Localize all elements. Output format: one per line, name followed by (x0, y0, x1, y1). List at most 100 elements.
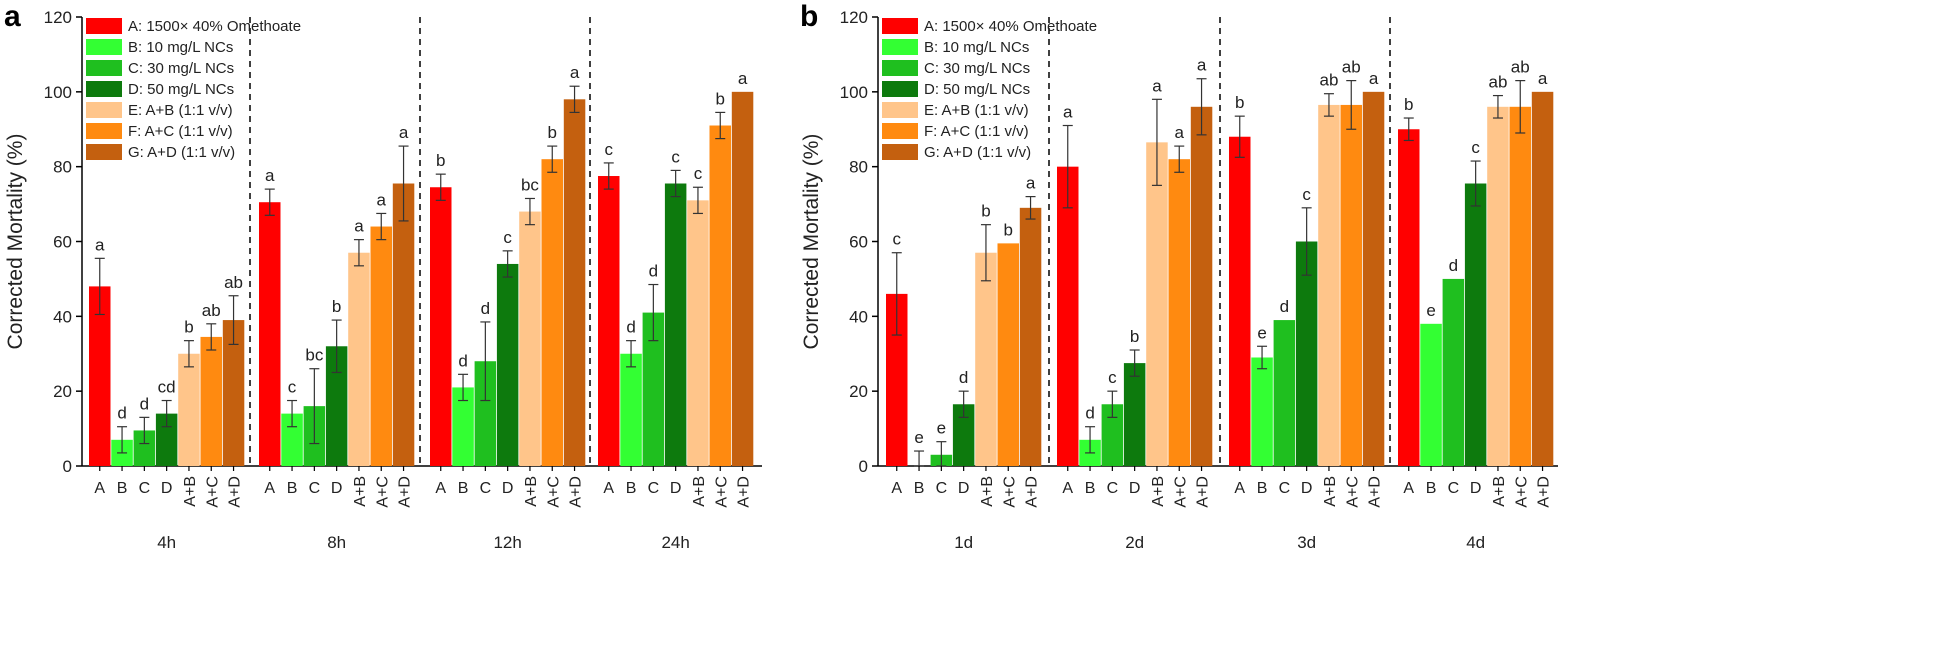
category-label: B (626, 480, 637, 497)
panel-letter: a (4, 0, 21, 33)
y-tick-label: 80 (849, 158, 868, 177)
bar-12h-A+D (563, 99, 586, 467)
bar-24h-B (620, 353, 642, 466)
significance-label: c (1302, 185, 1311, 204)
bar-12h-A (430, 187, 452, 466)
category-label: C (309, 480, 321, 497)
bar-12h-C (474, 361, 497, 466)
category-label: A (264, 480, 275, 497)
significance-label: ab (224, 273, 243, 292)
bar-3d-D (1295, 241, 1318, 466)
bar-4d-A (1398, 129, 1420, 466)
category-label: C (139, 480, 151, 497)
significance-label: c (1108, 368, 1117, 387)
bar-2d-A+D (1190, 106, 1213, 467)
legend-swatch (882, 123, 918, 139)
category-label: A (435, 480, 446, 497)
category-label: C (480, 480, 492, 497)
category-label: A+B (1322, 476, 1339, 507)
category-label: B (117, 480, 128, 497)
bar-2d-A (1057, 166, 1079, 466)
bar-24h-A+B (687, 200, 709, 466)
category-label: C (648, 480, 660, 497)
significance-label: d (1085, 404, 1094, 423)
significance-label: e (1426, 301, 1435, 320)
legend-label: D: 50 mg/L NCs (924, 81, 1030, 98)
significance-label: a (570, 63, 580, 82)
category-label: A+D (227, 476, 244, 508)
y-tick-label: 80 (53, 158, 72, 177)
category-label: A+C (1513, 476, 1530, 508)
bar-24h-A+D (731, 91, 754, 466)
significance-label: ab (1488, 73, 1507, 92)
bar-4d-D (1464, 183, 1487, 467)
significance-label: c (671, 147, 680, 166)
significance-label: b (548, 123, 557, 142)
bar-4h-A+C (200, 336, 222, 466)
category-label: D (331, 480, 343, 497)
panel-b: b Corrected Mortality (%) 0 20 40 60 80 100 120 c… (800, 0, 1558, 552)
significance-label: c (893, 230, 902, 249)
category-label: B (287, 480, 298, 497)
category-label: C (1448, 480, 1460, 497)
bar-8h-B (281, 413, 303, 466)
bar-4h-D (155, 413, 178, 466)
bar-3d-C (1273, 320, 1296, 466)
category-label: A+B (1150, 476, 1167, 507)
significance-label: a (1063, 103, 1073, 122)
category-label: A+D (397, 476, 414, 508)
bar-2d-A+B (1146, 142, 1168, 467)
category-label: A+B (182, 476, 199, 507)
significance-label: a (399, 123, 409, 142)
bar-3d-B (1251, 357, 1273, 466)
significance-label: d (458, 351, 467, 370)
legend-label: A: 1500× 40% Omethoate (924, 18, 1097, 35)
category-label: A+C (374, 476, 391, 508)
significance-label: b (332, 297, 341, 316)
legend-label: B: 10 mg/L NCs (128, 39, 233, 56)
bar-3d-A+C (1340, 104, 1362, 466)
category-label: B (1257, 480, 1268, 497)
bar-8h-A (259, 202, 281, 466)
legend-label: G: A+D (1:1 v/v) (128, 144, 235, 161)
significance-label: d (140, 394, 149, 413)
significance-label: c (605, 140, 614, 159)
significance-label: d (626, 318, 635, 337)
bar-4d-A+B (1487, 106, 1509, 467)
significance-label: b (1004, 220, 1013, 239)
category-label: A+C (1172, 476, 1189, 508)
legend-label: E: A+B (1:1 v/v) (924, 102, 1029, 119)
category-label: A+C (545, 476, 562, 508)
legend-swatch (86, 18, 122, 34)
legend-swatch (882, 18, 918, 34)
significance-label: d (649, 262, 658, 281)
category-label: A (1403, 480, 1414, 497)
legend-label: D: 50 mg/L NCs (128, 81, 234, 98)
category-label: A (891, 480, 902, 497)
bar-4d-C (1442, 278, 1465, 466)
significance-label: d (1280, 297, 1289, 316)
bar-1d-A+D (1019, 207, 1042, 466)
bar-3d-A+D (1362, 91, 1385, 466)
legend-swatch (86, 39, 122, 55)
group-label: 4h (157, 533, 176, 552)
panel-a: a Corrected Mortality (%) 0 20 40 60 80 100 120 a… (4, 0, 762, 552)
y-tick-label: 20 (849, 382, 868, 401)
significance-label: c (1471, 138, 1480, 157)
significance-label: c (288, 378, 297, 397)
significance-label: a (377, 190, 387, 209)
legend-swatch (86, 81, 122, 97)
y-tick-label: 100 (44, 83, 72, 102)
significance-label: bc (521, 175, 539, 194)
bar-4d-B (1420, 323, 1442, 466)
category-label: D (670, 480, 682, 497)
significance-label: a (95, 235, 105, 254)
category-label: A+D (1024, 476, 1041, 508)
significance-label: d (959, 368, 968, 387)
bar-24h-A+C (709, 125, 731, 466)
significance-label: a (1026, 174, 1036, 193)
bar-24h-D (664, 183, 687, 467)
legend-swatch (882, 60, 918, 76)
y-tick-label: 100 (840, 83, 868, 102)
